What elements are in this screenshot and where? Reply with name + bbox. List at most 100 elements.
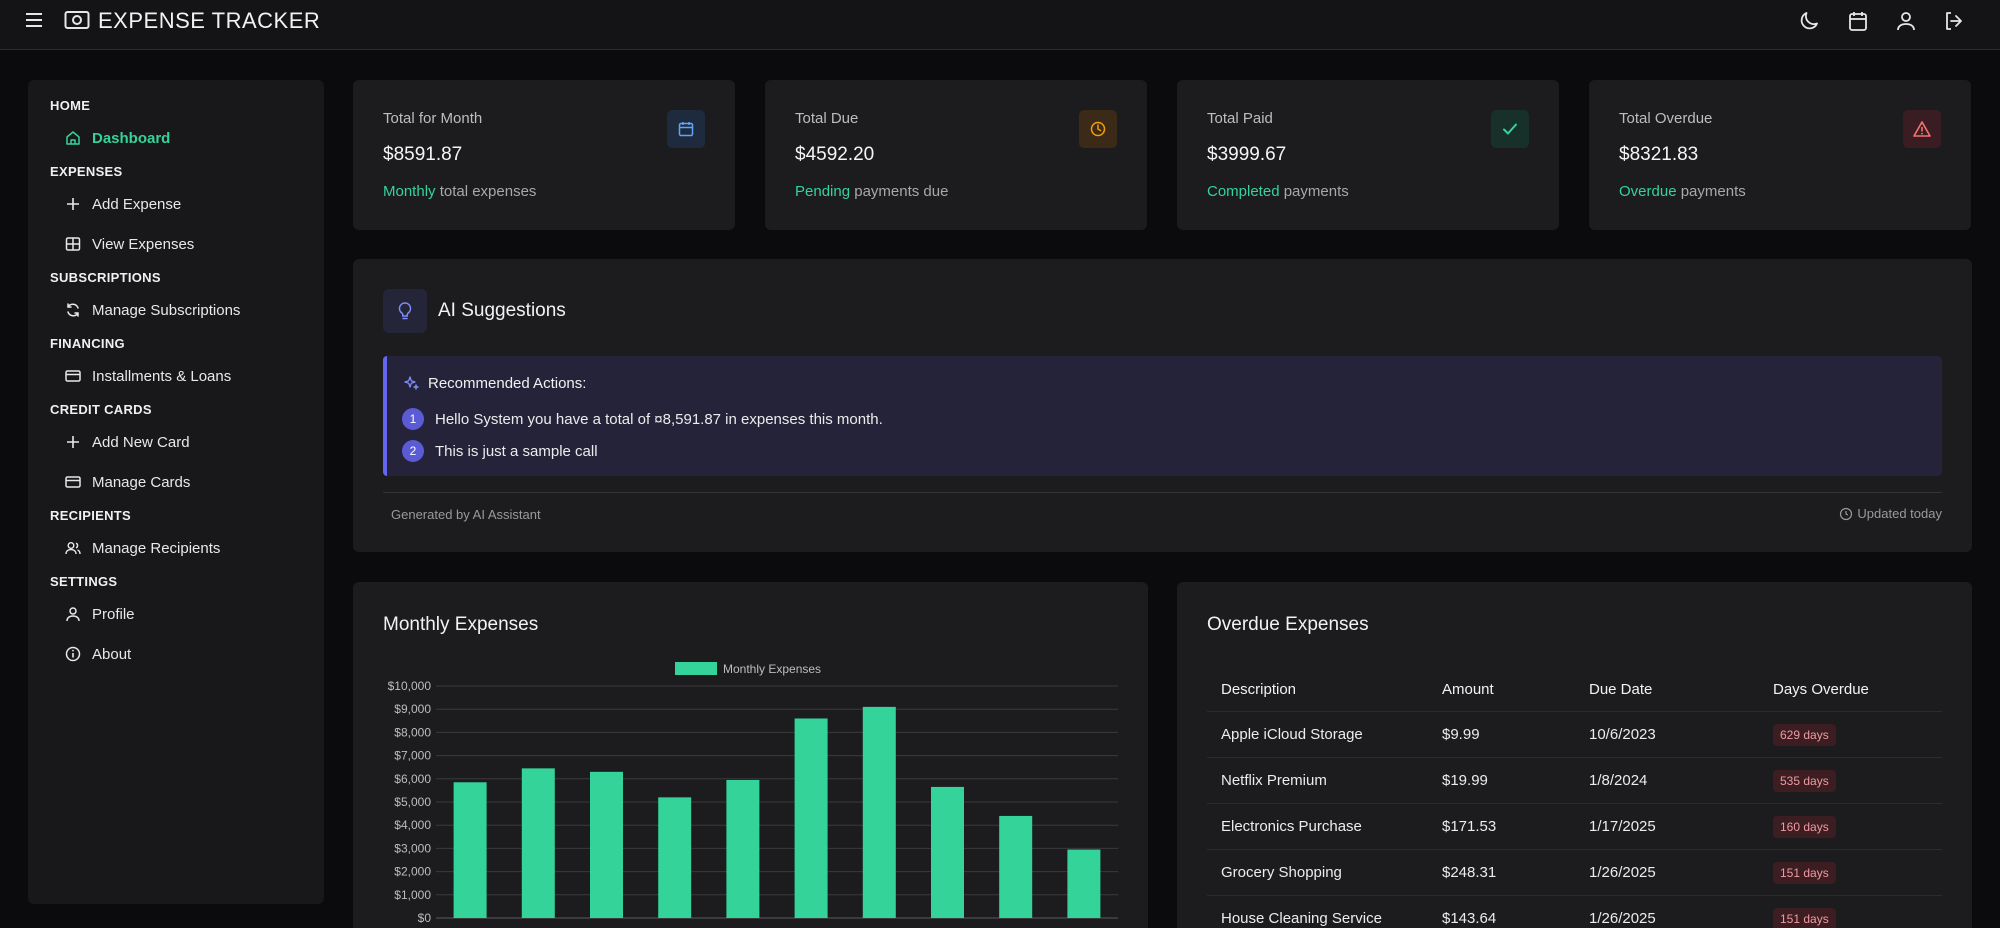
sidebar-item-label: View Expenses [92, 235, 195, 253]
divider [383, 492, 1942, 493]
sidebar-item-label: Dashboard [92, 129, 171, 147]
moon-icon[interactable] [1797, 9, 1821, 33]
sidebar-section-expenses: EXPENSES [50, 164, 123, 179]
sidebar-item-manage-cards[interactable]: Manage Cards [64, 462, 324, 502]
y-tick-label: $8,000 [394, 725, 431, 739]
sidebar-item-view-expenses[interactable]: View Expenses [64, 224, 324, 264]
stat-value: $8591.87 [383, 144, 463, 165]
stat-label: Total Due [795, 110, 859, 127]
sidebar-item-add-new-card[interactable]: Add New Card [64, 422, 324, 462]
cell-description: Netflix Premium [1221, 772, 1327, 789]
sidebar-item-about[interactable]: About [64, 634, 324, 674]
sidebar-item-installments-loans[interactable]: Installments & Loans [64, 356, 324, 396]
sidebar-section-home: HOME [50, 98, 91, 113]
bar [521, 768, 555, 918]
sidebar-item-manage-subscriptions[interactable]: Manage Subscriptions [64, 290, 324, 330]
cell-due-date: 1/17/2025 [1589, 818, 1656, 835]
sidebar-section-settings: SETTINGS [50, 574, 118, 589]
stat-value: $3999.67 [1207, 144, 1287, 165]
bar [1067, 849, 1101, 918]
stat-badge [667, 110, 705, 148]
ai-suggestions-title: AI Suggestions [438, 300, 566, 321]
cell-amount: $143.64 [1442, 910, 1497, 927]
lightbulb-icon [383, 289, 427, 333]
sidebar-item-label: Manage Subscriptions [92, 301, 241, 319]
stat-value: $8321.83 [1619, 144, 1699, 165]
sidebar-section-financing: FINANCING [50, 336, 125, 351]
stat-card-total-due: Total Due $4592.20 Pending payments due [765, 80, 1147, 230]
table-header: Description Amount Due Date Days Overdue [1207, 668, 1942, 712]
y-tick-label: $0 [418, 911, 432, 925]
action-number-badge: 2 [402, 440, 424, 462]
stat-card-total-month: Total for Month $8591.87 Monthly total e… [353, 80, 735, 230]
generated-by-text: Generated by AI Assistant [391, 507, 541, 522]
y-tick-label: $1,000 [394, 888, 431, 902]
cell-due-date: 1/26/2025 [1589, 864, 1656, 881]
stat-subtext: Completed payments [1207, 183, 1349, 200]
y-tick-label: $6,000 [394, 772, 431, 786]
y-tick-label: $4,000 [394, 818, 431, 832]
bar [931, 786, 964, 918]
bar [999, 815, 1033, 918]
monthly-expenses-chart: Monthly Expenses $0 $1,000 $2,000 $3,000 $4,0… [388, 662, 1118, 925]
overdue-expenses-panel: Overdue Expenses Description Amount Due … [1177, 582, 1972, 928]
column-header-amount: Amount [1442, 681, 1494, 698]
updated-status: Updated today [1839, 506, 1942, 521]
stat-badge [1491, 110, 1529, 148]
calendar-icon[interactable] [1846, 9, 1870, 33]
menu-icon[interactable] [26, 9, 46, 31]
check-icon [1503, 123, 1517, 135]
sidebar-item-profile[interactable]: Profile [64, 594, 324, 634]
days-overdue-badge: 629 days [1773, 723, 1836, 746]
legend-swatch [675, 662, 717, 675]
sidebar-section-subscriptions: SUBSCRIPTIONS [50, 270, 161, 285]
calendar-icon [678, 122, 694, 137]
table-row[interactable]: Netflix Premium $19.99 1/8/2024 535 days [1207, 758, 1942, 804]
recommended-action-item: 1 Hello System you have a total of ¤8,59… [402, 408, 883, 430]
stat-value: $4592.20 [795, 144, 875, 165]
alert-icon [1913, 121, 1931, 137]
sidebar-item-label: Manage Recipients [92, 539, 221, 557]
cell-description: Grocery Shopping [1221, 864, 1342, 881]
card-icon [65, 476, 81, 488]
sidebar-item-label: Installments & Loans [92, 367, 232, 385]
bar [590, 771, 623, 918]
plus-icon [67, 436, 79, 448]
recommended-action-item: 2 This is just a sample call [402, 440, 598, 462]
days-overdue-badge: 151 days [1773, 861, 1836, 884]
bar [658, 797, 692, 918]
table-row[interactable]: House Cleaning Service $143.64 1/26/2025… [1207, 896, 1942, 928]
y-tick-label: $5,000 [394, 795, 431, 809]
column-header-description: Description [1221, 681, 1297, 698]
stat-card-total-overdue: Total Overdue $8321.83 Overdue payments [1589, 80, 1971, 230]
chart-title: Monthly Expenses [383, 614, 539, 635]
stat-card-total-paid: Total Paid $3999.67 Completed payments [1177, 80, 1559, 230]
cell-amount: $248.31 [1442, 864, 1497, 881]
sidebar-item-label: About [92, 645, 132, 663]
bar [794, 718, 828, 918]
sidebar-item-label: Manage Cards [92, 473, 191, 491]
user-icon[interactable] [1894, 9, 1918, 33]
bar [453, 782, 487, 918]
stat-label: Total for Month [383, 110, 483, 127]
sidebar-item-label: Profile [92, 605, 135, 623]
cell-due-date: 1/26/2025 [1589, 910, 1656, 927]
column-header-due-date: Due Date [1589, 681, 1653, 698]
top-bar: EXPENSE TRACKER [0, 0, 2000, 50]
stat-badge [1903, 110, 1941, 148]
sidebar-item-add-expense[interactable]: Add Expense [64, 184, 324, 224]
app-title: EXPENSE TRACKER [98, 8, 321, 33]
stat-subtext: Overdue payments [1619, 183, 1746, 200]
sidebar-item-dashboard[interactable]: Dashboard [64, 118, 324, 158]
logout-icon[interactable] [1942, 9, 1966, 33]
sidebar: HOME Dashboard EXPENSES Add Expense View… [28, 80, 324, 904]
table-row[interactable]: Grocery Shopping $248.31 1/26/2025 151 d… [1207, 850, 1942, 896]
clock-icon [1840, 507, 1853, 520]
table-row[interactable]: Electronics Purchase $171.53 1/17/2025 1… [1207, 804, 1942, 850]
table-row[interactable]: Apple iCloud Storage $9.99 10/6/2023 629… [1207, 712, 1942, 758]
sidebar-item-manage-recipients[interactable]: Manage Recipients [64, 528, 324, 568]
days-overdue-badge: 535 days [1773, 769, 1836, 792]
y-tick-label: $2,000 [394, 865, 431, 879]
info-icon [65, 646, 81, 662]
recommended-actions-title: Recommended Actions: [402, 374, 586, 392]
